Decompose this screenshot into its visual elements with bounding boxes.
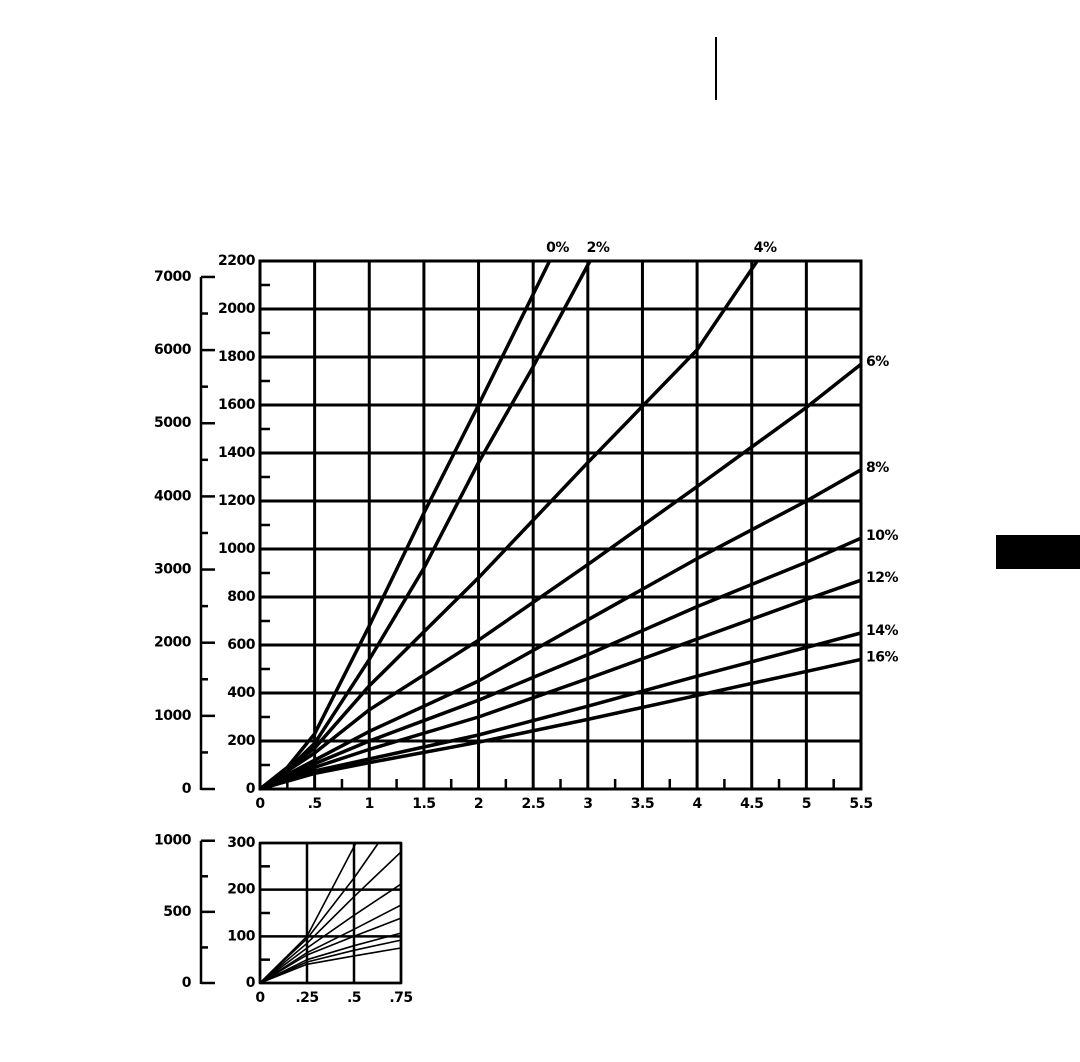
series-line — [259, 842, 380, 984]
y2-tick-label: 1000 — [154, 708, 192, 724]
x-tick-label: .5 — [308, 796, 322, 812]
series-line — [259, 536, 862, 791]
y-tick-label: 600 — [227, 637, 255, 653]
series-line — [259, 657, 862, 791]
series-line — [259, 362, 863, 791]
x-tick-label: 5 — [802, 796, 811, 812]
y-tick-label: 1800 — [218, 349, 256, 365]
y2-tick-label: 2000 — [154, 635, 192, 651]
plot-frame — [258, 259, 863, 791]
x-tick-label: .5 — [347, 990, 361, 1006]
series-line — [259, 851, 402, 984]
y2-tick-label: 0 — [182, 781, 192, 797]
plot-frame — [258, 841, 403, 985]
series-line — [259, 917, 402, 984]
y2-tick-label: 7000 — [154, 269, 192, 285]
series-label: 16% — [866, 649, 898, 665]
series-line — [259, 468, 862, 791]
x-tick-label: 1 — [365, 796, 374, 812]
series-line — [259, 947, 402, 984]
series-line — [259, 932, 402, 984]
x-tick-label: 2 — [474, 796, 483, 812]
y2-tick-label: 500 — [163, 904, 191, 920]
series-line — [258, 260, 759, 791]
series-label: 0% — [546, 240, 569, 256]
series-label: 2% — [587, 240, 610, 256]
y-tick-label: 1600 — [218, 397, 256, 413]
y2-tick-label: 3000 — [154, 562, 192, 578]
x-tick-label: 4.5 — [740, 796, 763, 812]
y-tick-label: 800 — [227, 589, 255, 605]
x-tick-label: 2.5 — [522, 796, 545, 812]
y-tick-label: 1200 — [218, 493, 256, 509]
x-tick-label: 3.5 — [631, 796, 654, 812]
y2-tick-label: 5000 — [154, 415, 192, 431]
y-tick-label: 300 — [227, 835, 255, 851]
x-tick-label: .75 — [389, 990, 412, 1006]
y-tick-label: 200 — [227, 733, 255, 749]
y2-tick-label: 0 — [182, 975, 192, 991]
series-line — [259, 631, 862, 791]
series-line — [259, 578, 862, 791]
y2-tick-label: 4000 — [154, 488, 192, 504]
x-tick-label: 0 — [255, 990, 265, 1006]
y-tick-label: 2000 — [218, 301, 256, 317]
x-tick-label: 3 — [583, 796, 592, 812]
x-tick-label: .25 — [295, 990, 318, 1006]
series-label: 12% — [866, 570, 898, 586]
y-tick-label: 200 — [227, 882, 255, 898]
x-tick-label: 4 — [692, 796, 702, 812]
y2-tick-label: 6000 — [154, 342, 192, 358]
series-label: 4% — [754, 240, 777, 256]
series-label: 8% — [866, 460, 889, 476]
y-tick-label: 0 — [246, 975, 256, 991]
x-tick-label: 1.5 — [412, 796, 435, 812]
y-tick-label: 1000 — [218, 541, 256, 557]
y-tick-label: 2200 — [218, 253, 256, 269]
y2-tick-label: 1000 — [154, 833, 192, 849]
series-line — [259, 904, 402, 984]
y-tick-label: 1400 — [218, 445, 256, 461]
series-line — [259, 883, 402, 984]
series-label: 6% — [866, 354, 889, 370]
thumb-tab — [996, 535, 1080, 569]
series-line — [259, 939, 402, 984]
x-tick-label: 0 — [255, 796, 265, 812]
series-label: 10% — [866, 528, 898, 544]
y-tick-label: 0 — [246, 781, 256, 797]
series-label: 14% — [866, 623, 898, 639]
y-tick-label: 400 — [227, 685, 255, 701]
y-tick-label: 100 — [227, 928, 255, 944]
x-tick-label: 5.5 — [849, 796, 872, 812]
